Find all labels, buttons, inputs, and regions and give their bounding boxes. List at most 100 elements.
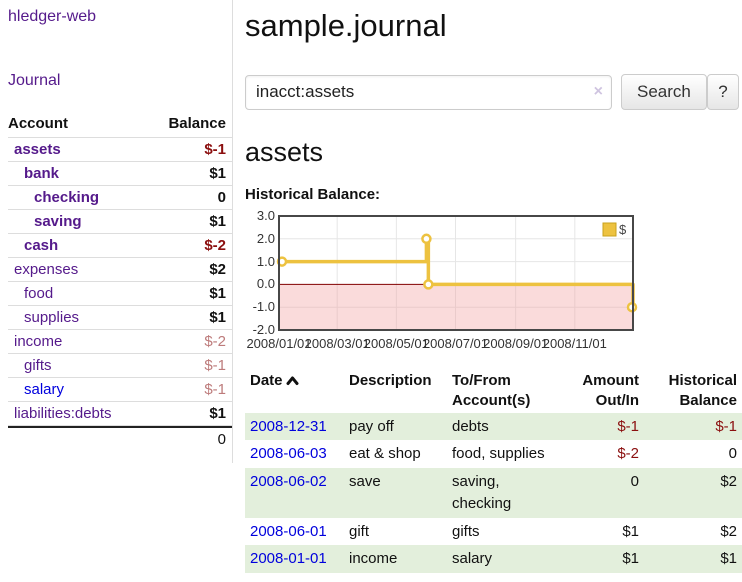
transaction-amount: $-1: [559, 412, 644, 441]
account-balance: $1: [146, 209, 232, 233]
account-balance: $1: [146, 281, 232, 305]
y-axis-tick-label: 3.0: [256, 208, 275, 223]
account-link[interactable]: saving: [34, 213, 82, 230]
account-row: cash $-2: [8, 233, 232, 257]
description-column-header: Description: [349, 372, 432, 389]
sidebar: hledger-web Journal Account Balance asse…: [0, 0, 233, 463]
transaction-amount: 0: [559, 468, 644, 518]
account-balance: $1: [146, 305, 232, 329]
app-brand-link[interactable]: hledger-web: [8, 8, 97, 25]
account-tree-table: Account Balance assets $-1 bank $1 check…: [8, 112, 232, 451]
account-row: salary $-1: [8, 377, 232, 401]
account-balance: $-2: [146, 233, 232, 257]
account-balance: $2: [146, 257, 232, 281]
help-button[interactable]: ?: [706, 74, 739, 110]
historical-balance-chart: $ 3.0 2.0 1.0 0.0 -1.0 -2.0 2008/01/01 2008/03/…: [245, 208, 649, 353]
account-total-row: 0: [8, 426, 232, 451]
account-row: assets $-1: [8, 137, 232, 161]
y-axis-tick-label: 1.0: [256, 253, 275, 269]
y-axis-tick-label: 0.0: [256, 276, 275, 292]
account-balance: $-1: [146, 137, 232, 161]
account-link[interactable]: supplies: [24, 309, 80, 326]
transaction-description: pay off: [344, 412, 447, 441]
register-table: Date Description To/From Account(s) Amou…: [245, 369, 742, 574]
chart-canvas: $: [276, 215, 638, 331]
transaction-balance: $-1: [644, 412, 742, 441]
transaction-date-link[interactable]: 2008-12-31: [250, 417, 327, 435]
transaction-row: 2008-06-01 gift gifts $1 $2: [245, 518, 742, 546]
transaction-amount: $1: [622, 522, 639, 540]
search-input[interactable]: [245, 74, 612, 110]
account-link[interactable]: cash: [24, 237, 59, 254]
register-header-row: Date Description To/From Account(s) Amou…: [245, 369, 742, 413]
clear-search-icon[interactable]: ×: [593, 82, 603, 100]
transaction-date-link[interactable]: 2008-06-01: [250, 522, 327, 540]
transaction-date-link[interactable]: 2008-06-03: [250, 445, 327, 463]
x-axis-tick-label: 2008/03/01: [304, 336, 370, 351]
y-axis-tick-label: -1.0: [252, 299, 275, 315]
account-row: checking 0: [8, 185, 232, 209]
y-axis-tick-label: -2.0: [252, 322, 275, 337]
account-balance: $-1: [146, 353, 232, 377]
x-axis-tick-label: 2008/09/01: [483, 336, 549, 351]
x-axis-tick-label: 2008/11/01: [542, 336, 607, 351]
account-row: expenses $2: [8, 257, 232, 281]
account-tree-header-row: Account Balance: [8, 112, 232, 137]
x-axis-tick-label: 2008/07/01: [422, 336, 489, 351]
account-balance: 0: [146, 185, 232, 209]
y-axis-tick-label: 2.0: [256, 230, 275, 246]
account-link[interactable]: salary: [24, 381, 65, 398]
account-link[interactable]: bank: [24, 165, 60, 182]
date-column-header[interactable]: Date: [245, 369, 344, 413]
transaction-description: gift: [349, 522, 370, 540]
account-link[interactable]: income: [14, 333, 63, 350]
transaction-amount: $1: [559, 545, 644, 574]
transaction-description: save: [344, 468, 447, 518]
balance-column-header: Historical Balance: [668, 372, 737, 409]
transaction-balance: $2: [720, 522, 737, 540]
transaction-balance: $1: [644, 545, 742, 574]
transaction-accounts: saving, checking: [447, 468, 559, 518]
account-link[interactable]: expenses: [14, 261, 79, 278]
chart-title: Historical Balance:: [245, 186, 381, 203]
search-button[interactable]: Search: [621, 74, 707, 110]
account-link[interactable]: liabilities:debts: [14, 405, 112, 422]
account-balance: $-1: [146, 377, 232, 401]
account-link[interactable]: checking: [34, 189, 100, 206]
account-balance: $1: [146, 401, 232, 426]
transaction-balance: $2: [644, 468, 742, 518]
transaction-row: 2008-01-01 income salary $1 $1: [245, 545, 742, 574]
sort-ascending-icon: [286, 376, 299, 385]
search-bar: × Search ?: [245, 74, 739, 110]
transaction-accounts: salary: [447, 545, 559, 574]
tofrom-column-header: To/From Account(s): [452, 372, 531, 409]
page-title: sample.journal: [245, 8, 447, 43]
account-link[interactable]: gifts: [24, 357, 52, 374]
account-row: income $-2: [8, 329, 232, 353]
balance-column-header: Balance: [168, 115, 226, 132]
transaction-description: income: [344, 545, 447, 574]
transaction-date-link[interactable]: 2008-01-01: [250, 550, 327, 568]
sidebar-item-journal[interactable]: Journal: [8, 72, 61, 89]
transaction-row: 2008-06-03 eat & shop food, supplies $-2…: [245, 440, 742, 468]
svg-text:$: $: [619, 222, 627, 237]
account-row: liabilities:debts $1: [8, 401, 232, 426]
transaction-balance: 0: [728, 445, 737, 463]
transaction-date-link[interactable]: 2008-06-02: [250, 473, 327, 491]
amount-column-header: Amount Out/In: [582, 372, 639, 409]
account-row: bank $1: [8, 161, 232, 185]
account-row: gifts $-1: [8, 353, 232, 377]
account-link[interactable]: food: [24, 285, 54, 302]
account-balance: $-2: [146, 329, 232, 353]
account-balance: $1: [146, 161, 232, 185]
transaction-amount: $-2: [617, 445, 639, 463]
main-content: sample.journal × Search ? assets Histori…: [245, 0, 742, 574]
account-row: food $1: [8, 281, 232, 305]
transaction-accounts: debts: [447, 412, 559, 441]
register-account-heading: assets: [245, 137, 324, 167]
account-column-header: Account: [8, 115, 68, 132]
account-total-spacer: [8, 426, 147, 451]
account-link[interactable]: assets: [14, 141, 61, 158]
x-axis-tick-label: 2008/05/01: [363, 336, 429, 351]
transaction-row: 2008-06-02 save saving, checking 0 $2: [245, 468, 742, 518]
